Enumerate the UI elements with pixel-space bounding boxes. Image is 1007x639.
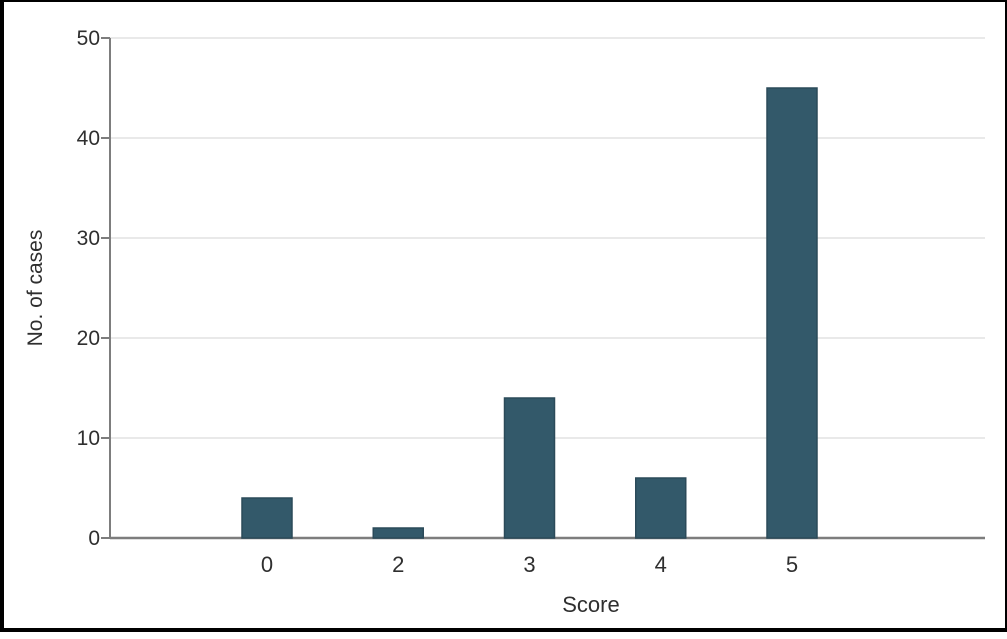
x-tick-label-4: 4 [655,552,667,577]
y-axis-title: No. of cases [24,230,47,347]
bar-chart: 0 10 20 30 40 50 0 2 3 4 5 Score No. of cases [24,27,985,617]
y-tick-label-50: 50 [77,27,100,50]
y-tick-label-10: 10 [77,427,100,450]
bar-score-0 [241,497,293,539]
x-tick-label-3: 3 [523,552,535,577]
y-tick-label-30: 30 [77,227,100,250]
x-tick-label-5: 5 [786,552,798,577]
x-tick-label-2: 2 [392,552,404,577]
y-tick-label-20: 20 [77,327,100,350]
x-tick-label-0: 0 [261,552,273,577]
bar-score-2 [372,527,424,539]
bar-score-4 [635,477,687,539]
bar-score-5 [766,87,818,539]
y-tick-label-40: 40 [77,127,100,150]
bar-score-3 [503,397,556,539]
x-axis-title: Score [562,592,619,617]
y-tick-label-0: 0 [88,527,100,550]
